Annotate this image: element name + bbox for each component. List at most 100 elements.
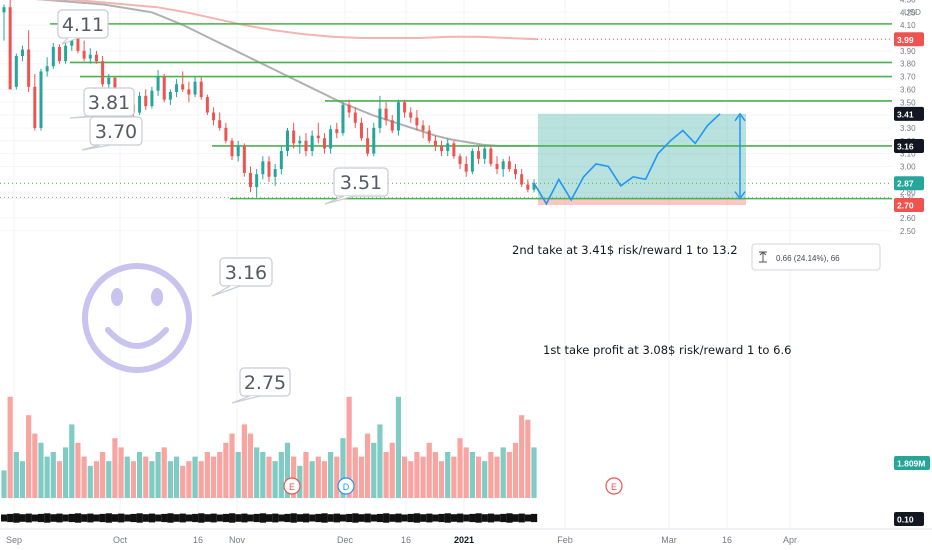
indicator-bar bbox=[192, 513, 199, 523]
event-marker bbox=[605, 477, 623, 495]
volume-bar bbox=[401, 456, 408, 498]
level-callout-box bbox=[83, 87, 135, 117]
indicator-bar bbox=[426, 513, 433, 523]
candle-body bbox=[224, 127, 228, 141]
indicator-bar bbox=[247, 514, 254, 522]
price-tick: 4.30 bbox=[900, 0, 916, 4]
candle-body bbox=[285, 130, 289, 152]
text-annotations[interactable]: 2nd take at 3.41$ risk/reward 1 to 13.2 1… bbox=[510, 240, 791, 359]
indicator-bar bbox=[352, 513, 359, 523]
candle-body bbox=[372, 127, 376, 154]
price-tick: 4.20 bbox=[900, 8, 916, 17]
candle-body bbox=[483, 148, 487, 159]
candle-body bbox=[341, 104, 345, 134]
candle-body bbox=[507, 161, 511, 170]
volume-bar bbox=[389, 442, 395, 498]
volume-bar bbox=[303, 452, 309, 498]
indicator-bar bbox=[370, 514, 377, 522]
candle-body bbox=[532, 183, 536, 190]
event-marker-label: D bbox=[343, 482, 350, 492]
indicator-bar bbox=[13, 513, 20, 523]
event-marker bbox=[283, 477, 301, 495]
measure-box bbox=[751, 243, 881, 271]
candle-body bbox=[489, 148, 493, 164]
volume-bar bbox=[278, 452, 284, 498]
level-callouts[interactable]: 4.11 3.81 3.70 3.51 3.16 2.75 bbox=[57, 9, 389, 404]
candle-body bbox=[27, 49, 31, 87]
indicator-bar bbox=[500, 513, 507, 523]
price-badge-label: 1.809M bbox=[897, 459, 925, 469]
indicator-bar bbox=[235, 514, 242, 522]
volume-bar bbox=[247, 433, 254, 498]
candle-body bbox=[181, 84, 185, 90]
volume-bar bbox=[500, 447, 506, 498]
level-callout-label: 4.11 bbox=[62, 14, 104, 36]
indicator-bar bbox=[296, 514, 304, 522]
indicator-bar bbox=[136, 513, 143, 523]
volume-bar bbox=[377, 424, 383, 498]
candle-body bbox=[45, 66, 49, 72]
indicator-bar bbox=[309, 514, 316, 522]
candle-body bbox=[396, 102, 400, 131]
projection-path[interactable]: 0.66 (24.14%), 66 bbox=[533, 112, 881, 271]
smiley-icon bbox=[82, 263, 192, 373]
price-badge bbox=[894, 512, 924, 526]
candle-body bbox=[359, 122, 363, 139]
level-callout-box bbox=[333, 167, 389, 197]
candle-body bbox=[366, 138, 370, 154]
indicator-bar bbox=[124, 514, 131, 522]
projected-price-path bbox=[533, 113, 721, 206]
indicator-bar bbox=[487, 513, 495, 523]
volume-bar bbox=[445, 452, 451, 498]
profit-zone bbox=[538, 113, 746, 199]
indicator-bar bbox=[37, 513, 45, 523]
candle-body bbox=[150, 90, 154, 107]
indicator-bar bbox=[407, 513, 414, 523]
volume-bar bbox=[210, 456, 217, 498]
candle-body bbox=[162, 76, 166, 100]
volume-bar bbox=[69, 424, 75, 498]
price-tick: 3.70 bbox=[900, 73, 916, 82]
volume-bar bbox=[136, 452, 143, 498]
volume-bar bbox=[32, 433, 38, 498]
volume-bar bbox=[149, 461, 155, 498]
volume-bar bbox=[365, 433, 371, 498]
candle-body bbox=[440, 145, 444, 152]
price-tick: 3.00 bbox=[900, 163, 916, 172]
volume-bar bbox=[414, 452, 420, 498]
indicator-bar bbox=[432, 514, 439, 522]
indicator-bar bbox=[130, 513, 137, 523]
indicator-bar bbox=[364, 513, 371, 523]
smiley-eye-left bbox=[111, 288, 123, 306]
price-badge-label: 3.99 bbox=[897, 35, 914, 45]
indicator-bar bbox=[450, 514, 458, 522]
indicator-bar bbox=[327, 514, 334, 522]
volume-bar bbox=[346, 396, 352, 498]
candle-body bbox=[199, 81, 203, 98]
price-badge-label: 0.10 bbox=[897, 515, 914, 525]
price-badge bbox=[894, 176, 924, 191]
volume-bar bbox=[130, 461, 137, 498]
price-tick: 3.90 bbox=[900, 47, 916, 56]
indicator-bar bbox=[524, 514, 532, 522]
volume-bars bbox=[1, 396, 537, 498]
level-callout-tail bbox=[61, 37, 79, 45]
candle-body bbox=[39, 71, 43, 128]
volume-bar bbox=[438, 461, 445, 498]
time-axis[interactable]: Sep Oct 16 Nov Dec 16 2021 Feb Mar 16 Apr bbox=[0, 528, 932, 550]
level-callout-box bbox=[219, 257, 273, 287]
price-axis[interactable]: 4.304.204.104.003.903.803.703.603.503.40… bbox=[892, 0, 932, 550]
indicator-bar bbox=[198, 513, 205, 523]
currency-label: USD bbox=[904, 8, 921, 17]
indicator-bar bbox=[19, 514, 26, 522]
time-tick: Oct bbox=[113, 535, 128, 545]
indicator-bar bbox=[259, 513, 267, 523]
indicator-strip bbox=[1, 513, 538, 523]
volume-bar bbox=[506, 452, 512, 498]
volume-bar bbox=[93, 461, 100, 498]
price-badge-label: 2.70 bbox=[897, 201, 914, 211]
volume-bar bbox=[7, 396, 13, 498]
indicator-bar bbox=[475, 513, 482, 523]
